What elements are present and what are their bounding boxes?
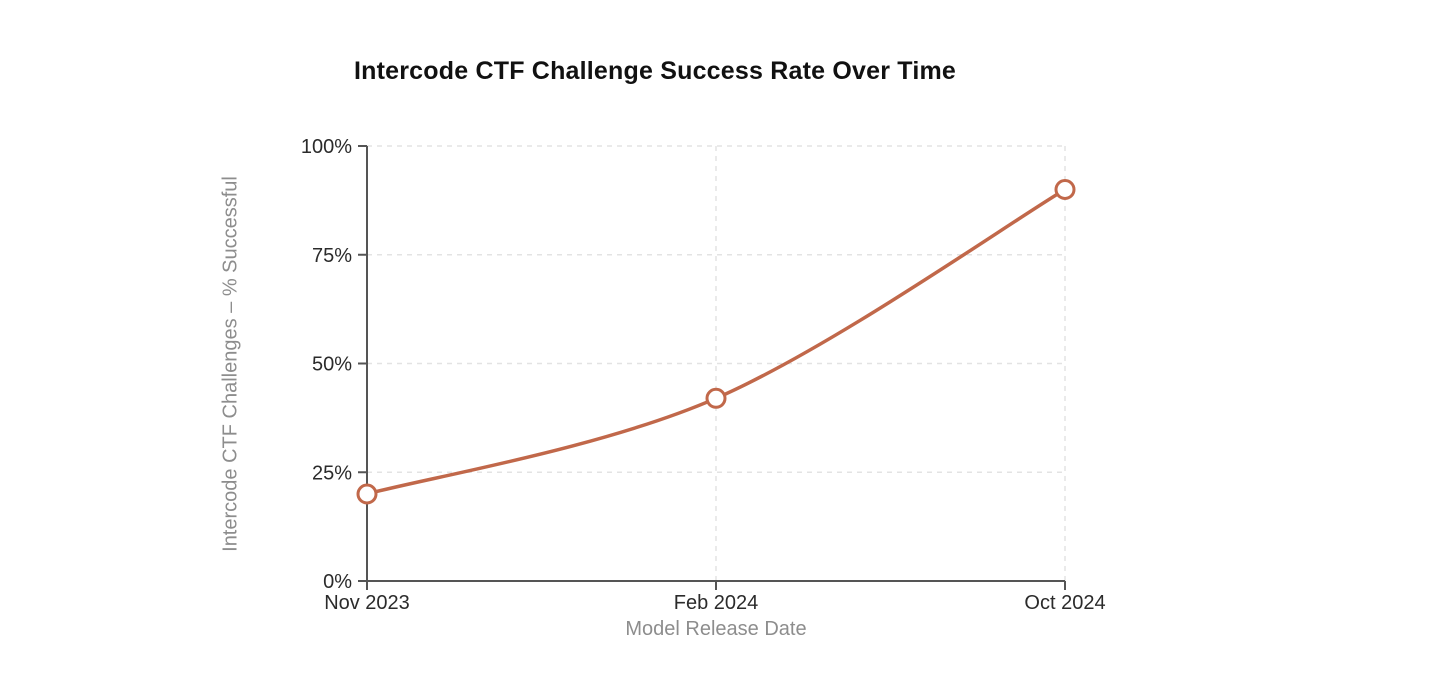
x-tick-label: Oct 2024: [1024, 592, 1105, 614]
x-axis-title: Model Release Date: [625, 618, 807, 640]
y-tick-label: 50%: [312, 354, 352, 376]
y-tick-label: 100%: [301, 136, 352, 158]
y-tick-label: 75%: [312, 245, 352, 267]
data-point-marker: [1054, 179, 1076, 200]
data-point-marker: [356, 483, 378, 505]
y-tick-label: 0%: [323, 571, 352, 593]
data-point-marker: [705, 387, 727, 409]
y-tick-label: 25%: [312, 462, 352, 484]
x-tick-label: Nov 2023: [324, 592, 410, 614]
x-tick-label: Feb 2024: [674, 592, 759, 614]
chart-title: Intercode CTF Challenge Success Rate Ove…: [354, 57, 956, 85]
